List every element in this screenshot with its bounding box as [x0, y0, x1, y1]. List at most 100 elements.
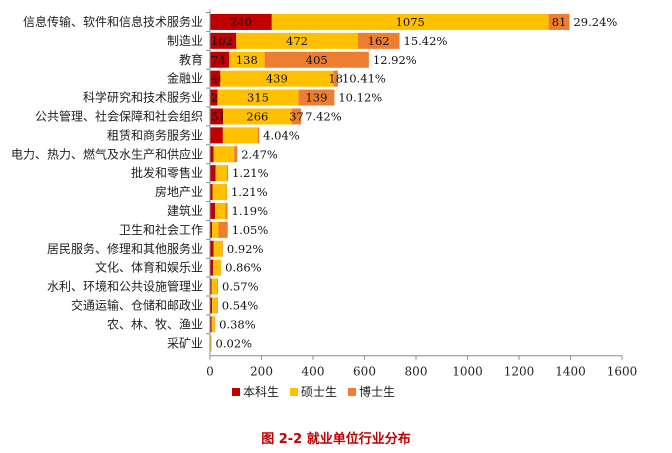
industry-chart: 240 1075 81 29.24% 102 472 162 15.42% 74 138 405 12… — [11, 9, 637, 399]
bar-segment-bachelor — [210, 127, 223, 144]
percentage-label: 1.21% — [231, 185, 268, 199]
bar-segment-phd — [548, 13, 570, 30]
bar-segment-master — [212, 297, 217, 314]
percentage-label: 1.05% — [232, 223, 269, 237]
x-tick-label: 400 — [302, 365, 325, 379]
axes: 信息传输、软件和信息技术服务业制造业教育金融业科学研究和技术服务业公共管理、社会… — [11, 9, 637, 379]
percentage-label: 1.21% — [232, 166, 269, 180]
bar-segment-bachelor — [210, 184, 213, 201]
legend-swatch-master — [290, 388, 298, 396]
bar-segment-phd — [257, 127, 260, 144]
x-tick-label: 0 — [206, 365, 214, 379]
x-tick-label: 600 — [353, 365, 376, 379]
bar-segment-bachelor — [210, 146, 214, 163]
bar-segment-bachelor — [210, 240, 214, 257]
bar-segment-phd — [298, 89, 335, 106]
bar-segment-master — [211, 316, 215, 333]
category-label: 金融业 — [167, 71, 203, 86]
category-label: 信息传输、软件和信息技术服务业 — [23, 14, 203, 29]
bar-segment-bachelor — [210, 51, 230, 68]
figure-caption: 图 2-2 就业单位行业分布 — [261, 432, 411, 447]
category-label: 租赁和商务服务业 — [107, 127, 203, 142]
bar-segment-phd — [357, 32, 400, 49]
category-label: 交通运输、仓储和邮政业 — [71, 297, 203, 312]
category-label: 居民服务、修理和其他服务业 — [47, 241, 203, 256]
data-label: 266 — [246, 109, 268, 123]
legend-label-master: 硕士生 — [301, 385, 337, 399]
category-label: 电力、热力、燃气及水生产和供应业 — [11, 146, 203, 161]
bar-segment-bachelor — [210, 70, 221, 87]
category-label: 文化、体育和娱乐业 — [95, 260, 203, 275]
percentage-label: 10.12% — [338, 91, 382, 105]
bar-segment-bachelor — [210, 221, 213, 238]
percentage-label: 10.41% — [342, 72, 386, 86]
bar-segment-master — [210, 335, 212, 352]
category-label: 教育 — [179, 52, 203, 67]
bar-segment-master — [213, 146, 235, 163]
bar-segment-bachelor — [210, 165, 216, 182]
bar-segment-master — [236, 32, 358, 49]
bar-segment-phd — [222, 240, 223, 257]
category-label: 公共管理、社会保障和社会组织 — [35, 108, 203, 123]
bar-segment-bachelor — [210, 259, 214, 276]
x-tick-label: 1200 — [504, 365, 535, 379]
bar-segment-phd — [264, 51, 369, 68]
category-label: 批发和零售业 — [131, 165, 203, 180]
percentage-label: 12.92% — [373, 53, 417, 67]
data-label: 439 — [266, 72, 288, 86]
data-label: 472 — [286, 34, 308, 48]
x-tick-label: 1000 — [452, 365, 483, 379]
bar-segment-master — [222, 127, 258, 144]
x-tick-label: 800 — [405, 365, 428, 379]
data-label: 81 — [552, 15, 567, 29]
bar-segment-bachelor — [210, 13, 272, 30]
category-label: 科学研究和技术服务业 — [83, 90, 203, 105]
percentage-label: 1.19% — [232, 204, 269, 218]
bar-segment-phd — [226, 184, 227, 201]
x-tick-label: 200 — [250, 365, 273, 379]
bar-segment-master — [212, 184, 227, 201]
legend-swatch-bachelor — [232, 388, 240, 396]
x-tick-label: 1400 — [555, 365, 586, 379]
percentage-label: 29.24% — [573, 15, 617, 29]
bar-segment-bachelor — [210, 316, 212, 333]
bar-segment-bachelor — [210, 278, 212, 295]
percentage-label: 0.92% — [227, 242, 264, 256]
percentage-label: 0.54% — [222, 298, 259, 312]
bar-segment-master — [215, 202, 226, 219]
category-label: 房地产业 — [155, 184, 203, 199]
category-label: 农、林、牧、渔业 — [107, 317, 203, 331]
bar-segment-bachelor — [210, 32, 237, 49]
percentage-label: 0.38% — [219, 317, 256, 331]
legend-label-phd: 博士生 — [359, 384, 395, 399]
percentage-label: 2.47% — [241, 147, 278, 161]
bar-segment-bachelor — [210, 202, 216, 219]
data-label: 315 — [247, 91, 269, 105]
data-label: 51 — [211, 109, 226, 123]
bar-segment-master — [212, 221, 219, 238]
bar-segment-phd — [214, 316, 216, 333]
percentage-label: 7.42% — [305, 109, 342, 123]
bar-segment-phd — [234, 146, 238, 163]
bar-segment-bachelor — [210, 108, 224, 125]
legend: 本科生 硕士生 博士生 — [232, 384, 395, 399]
bar-segment-bachelor — [210, 297, 213, 314]
bar-segment-phd — [225, 202, 228, 219]
data-label: 138 — [236, 53, 258, 67]
category-label: 建筑业 — [167, 203, 203, 218]
data-label: 18 — [328, 72, 343, 86]
bar-segment-phd — [291, 108, 302, 125]
bar-layer: 240 1075 81 29.24% 102 472 162 15.42% 74 138 405 12… — [210, 13, 617, 352]
bar-segment-master — [213, 259, 221, 276]
legend-swatch-phd — [348, 388, 356, 396]
category-label: 卫生和社会工作 — [119, 222, 203, 237]
bar-segment-master — [211, 278, 218, 295]
bar-segment-phd — [218, 221, 228, 238]
bar-segment-master — [223, 108, 292, 125]
data-label: 139 — [305, 91, 327, 105]
percentage-label: 0.57% — [222, 280, 259, 294]
percentage-label: 0.02% — [216, 336, 253, 350]
bar-segment-phd — [216, 297, 218, 314]
bar-segment-master — [220, 70, 334, 87]
data-label: 102 — [211, 34, 233, 48]
